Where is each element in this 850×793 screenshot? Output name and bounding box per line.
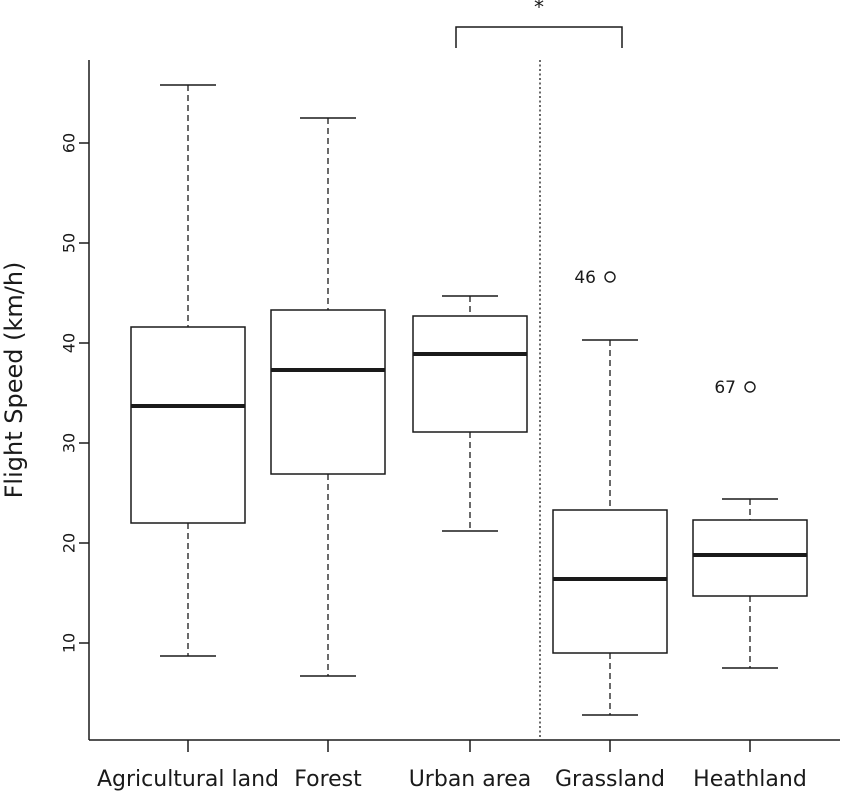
box-group: 67 bbox=[692, 378, 808, 669]
y-tick-label: 30 bbox=[60, 433, 79, 453]
box-group: 46 bbox=[552, 268, 668, 716]
box-iqr bbox=[552, 509, 668, 654]
x-category-label: Urban area bbox=[409, 767, 532, 792]
outlier-label: 46 bbox=[574, 268, 596, 288]
category-labels: Agricultural land Forest Urban area Grassla… bbox=[97, 767, 807, 792]
box-iqr bbox=[692, 519, 808, 597]
box-iqr bbox=[270, 309, 386, 475]
outlier-point bbox=[604, 271, 616, 283]
box-iqr bbox=[130, 326, 246, 524]
y-tick-label: 10 bbox=[60, 633, 79, 653]
y-tick-label: 50 bbox=[60, 233, 79, 253]
box-iqr bbox=[412, 315, 528, 433]
x-category-label: Forest bbox=[294, 767, 362, 792]
box-group bbox=[130, 84, 246, 657]
y-tick-label: 20 bbox=[60, 533, 79, 553]
x-category-label: Grassland bbox=[555, 767, 665, 792]
y-tick-label: 60 bbox=[60, 133, 79, 153]
significance-bracket bbox=[455, 26, 623, 48]
x-category-label: Agricultural land bbox=[97, 767, 279, 792]
x-category-label: Heathland bbox=[693, 767, 807, 792]
boxes: 46 67 bbox=[130, 84, 808, 716]
axes: 10 20 30 40 50 60 * bbox=[60, 0, 840, 752]
y-axis-label: Flight Speed (km/h) bbox=[0, 262, 28, 499]
box-group bbox=[412, 295, 528, 532]
outlier-point bbox=[744, 381, 756, 393]
outlier-label: 67 bbox=[714, 378, 736, 398]
y-tick-label: 40 bbox=[60, 333, 79, 353]
box-group bbox=[270, 117, 386, 677]
significance-label: * bbox=[534, 0, 544, 19]
